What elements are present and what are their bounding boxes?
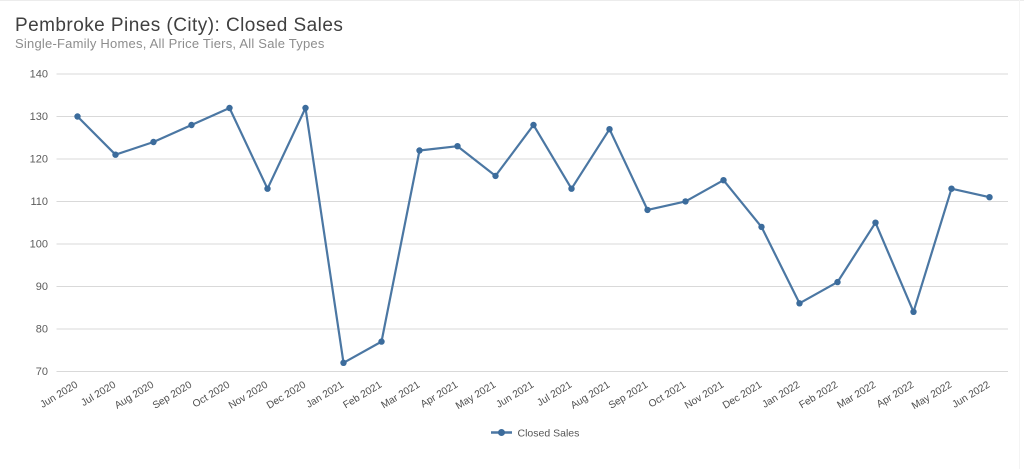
svg-text:120: 120 (30, 154, 48, 166)
svg-text:Jul 2020: Jul 2020 (79, 379, 118, 408)
svg-text:Feb 2021: Feb 2021 (341, 379, 384, 411)
svg-text:Apr 2022: Apr 2022 (875, 379, 916, 410)
svg-text:Mar 2022: Mar 2022 (835, 379, 878, 411)
svg-text:Sep 2021: Sep 2021 (607, 379, 650, 411)
svg-text:80: 80 (36, 323, 48, 335)
svg-text:Dec 2020: Dec 2020 (265, 379, 308, 411)
svg-text:Apr 2021: Apr 2021 (419, 379, 460, 410)
svg-text:Nov 2021: Nov 2021 (683, 379, 726, 411)
svg-text:Sep 2020: Sep 2020 (151, 379, 194, 411)
svg-text:70: 70 (36, 366, 48, 378)
svg-text:Mar 2021: Mar 2021 (379, 379, 422, 411)
svg-text:90: 90 (36, 281, 48, 293)
svg-text:Jun 2022: Jun 2022 (950, 379, 992, 410)
svg-text:May 2021: May 2021 (454, 379, 498, 412)
svg-text:Jan 2022: Jan 2022 (760, 379, 802, 410)
svg-text:100: 100 (30, 238, 48, 250)
svg-text:Oct 2021: Oct 2021 (647, 379, 688, 410)
svg-text:Jul 2021: Jul 2021 (535, 379, 574, 408)
svg-text:Aug 2021: Aug 2021 (569, 379, 612, 411)
svg-text:Aug 2020: Aug 2020 (113, 379, 156, 411)
svg-text:Oct 2020: Oct 2020 (191, 379, 232, 410)
svg-text:May 2022: May 2022 (910, 379, 954, 412)
svg-text:110: 110 (30, 196, 48, 208)
svg-text:140: 140 (30, 69, 48, 81)
svg-text:Closed Sales: Closed Sales (518, 428, 580, 440)
svg-text:Nov 2020: Nov 2020 (227, 379, 270, 411)
svg-text:Jun 2021: Jun 2021 (494, 379, 536, 410)
svg-text:130: 130 (30, 111, 48, 123)
svg-text:Dec 2021: Dec 2021 (721, 379, 764, 411)
svg-text:Jan 2021: Jan 2021 (304, 379, 346, 410)
svg-text:Feb 2022: Feb 2022 (797, 379, 840, 411)
svg-text:Jun 2020: Jun 2020 (38, 379, 80, 410)
